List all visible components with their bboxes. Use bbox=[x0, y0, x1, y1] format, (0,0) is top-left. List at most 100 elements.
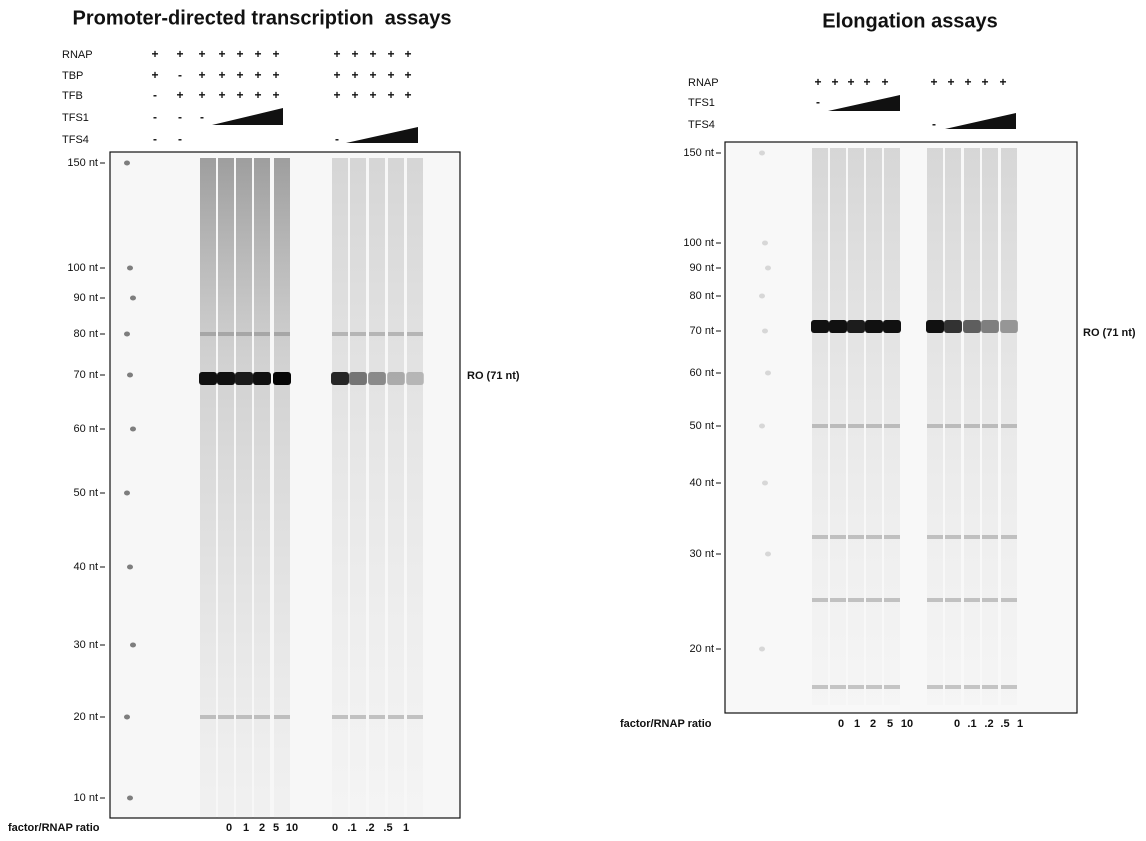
gel-band bbox=[407, 332, 423, 336]
gel-band bbox=[253, 372, 271, 385]
condition-mark: + bbox=[272, 47, 279, 61]
ladder-band bbox=[759, 423, 765, 429]
gel-band bbox=[369, 715, 385, 719]
gel-band bbox=[964, 535, 980, 539]
gel-band bbox=[199, 372, 217, 385]
gel-lane bbox=[866, 148, 882, 705]
condition-mark: + bbox=[254, 68, 261, 82]
ratio-value: 1 bbox=[1017, 718, 1023, 730]
gel-lane bbox=[982, 148, 998, 705]
gel-lane bbox=[369, 158, 385, 818]
gel-band bbox=[866, 424, 882, 428]
condition-mark: - bbox=[816, 95, 820, 109]
condition-mark: + bbox=[369, 68, 376, 82]
gel-band bbox=[388, 715, 404, 719]
gel-lane bbox=[830, 148, 846, 705]
gel-band bbox=[848, 685, 864, 689]
ratio-value: 5 bbox=[273, 822, 279, 834]
ratio-value: 10 bbox=[286, 822, 298, 834]
size-marker: 150 nt bbox=[683, 147, 714, 159]
condition-mark: - bbox=[153, 132, 157, 146]
gel-band bbox=[332, 715, 348, 719]
ladder-band bbox=[765, 551, 771, 557]
gel-band bbox=[866, 535, 882, 539]
condition-mark: + bbox=[387, 88, 394, 102]
gel-band bbox=[349, 372, 367, 385]
ratio-value: .1 bbox=[347, 822, 356, 834]
titration-wedge bbox=[828, 95, 900, 111]
gel-band bbox=[945, 424, 961, 428]
gel-band bbox=[254, 715, 270, 719]
condition-mark: + bbox=[964, 75, 971, 89]
condition-mark: - bbox=[932, 117, 936, 131]
gel-band bbox=[848, 535, 864, 539]
condition-mark: + bbox=[333, 88, 340, 102]
condition-mark: + bbox=[351, 47, 358, 61]
condition-mark: + bbox=[404, 68, 411, 82]
ratio-value: 0 bbox=[838, 718, 844, 730]
gel-band bbox=[866, 685, 882, 689]
condition-mark: - bbox=[178, 110, 182, 124]
condition-mark: - bbox=[153, 110, 157, 124]
gel-band bbox=[332, 332, 348, 336]
gel-band bbox=[963, 320, 981, 333]
condition-mark: + bbox=[333, 68, 340, 82]
gel-band bbox=[981, 320, 999, 333]
row-label: TFS1 bbox=[688, 97, 715, 109]
ladder-band bbox=[130, 295, 136, 301]
condition-mark: + bbox=[198, 68, 205, 82]
size-marker: 40 nt bbox=[74, 561, 98, 573]
ladder-band bbox=[124, 331, 130, 337]
gel-band bbox=[1001, 685, 1017, 689]
size-marker: 70 nt bbox=[690, 325, 714, 337]
condition-mark: + bbox=[369, 88, 376, 102]
condition-mark: + bbox=[218, 47, 225, 61]
gel-lane bbox=[350, 158, 366, 818]
gel-lane bbox=[927, 148, 943, 705]
ladder-band bbox=[759, 150, 765, 156]
condition-mark: + bbox=[404, 47, 411, 61]
ladder-band bbox=[124, 714, 130, 720]
ladder-band bbox=[124, 160, 130, 166]
gel-band bbox=[847, 320, 865, 333]
size-marker: 30 nt bbox=[74, 639, 98, 651]
gel-band bbox=[830, 424, 846, 428]
row-label: RNAP bbox=[62, 49, 93, 61]
size-marker: 30 nt bbox=[690, 548, 714, 560]
condition-mark: + bbox=[404, 88, 411, 102]
gel-band bbox=[235, 372, 253, 385]
gel-band bbox=[982, 424, 998, 428]
size-marker: 20 nt bbox=[690, 643, 714, 655]
ladder-band bbox=[124, 490, 130, 496]
size-marker: 70 nt bbox=[74, 369, 98, 381]
condition-mark: + bbox=[218, 68, 225, 82]
titration-wedge bbox=[212, 108, 283, 125]
condition-mark: + bbox=[947, 75, 954, 89]
condition-mark: + bbox=[387, 68, 394, 82]
ratio-value: .2 bbox=[365, 822, 374, 834]
gel-band bbox=[331, 372, 349, 385]
condition-mark: + bbox=[176, 47, 183, 61]
row-label: TFS4 bbox=[688, 119, 715, 131]
gel-band bbox=[982, 535, 998, 539]
ladder-band bbox=[127, 564, 133, 570]
condition-mark: + bbox=[254, 88, 261, 102]
condition-mark: + bbox=[272, 68, 279, 82]
gel-band bbox=[982, 598, 998, 602]
gel-band bbox=[200, 715, 216, 719]
gel-band bbox=[927, 685, 943, 689]
condition-mark: - bbox=[200, 110, 204, 124]
gel-band bbox=[387, 372, 405, 385]
condition-mark: + bbox=[272, 88, 279, 102]
condition-mark: + bbox=[387, 47, 394, 61]
condition-mark: + bbox=[881, 75, 888, 89]
gel-band bbox=[236, 332, 252, 336]
ratio-label: factor/RNAP ratio bbox=[620, 718, 712, 730]
gel-lane bbox=[274, 158, 290, 818]
gel-lane bbox=[332, 158, 348, 818]
ratio-value: .2 bbox=[984, 718, 993, 730]
ladder-band bbox=[762, 480, 768, 486]
gel-band bbox=[200, 332, 216, 336]
row-label: TFS1 bbox=[62, 112, 89, 124]
